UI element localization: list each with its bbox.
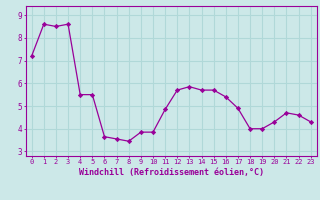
X-axis label: Windchill (Refroidissement éolien,°C): Windchill (Refroidissement éolien,°C) — [79, 168, 264, 177]
